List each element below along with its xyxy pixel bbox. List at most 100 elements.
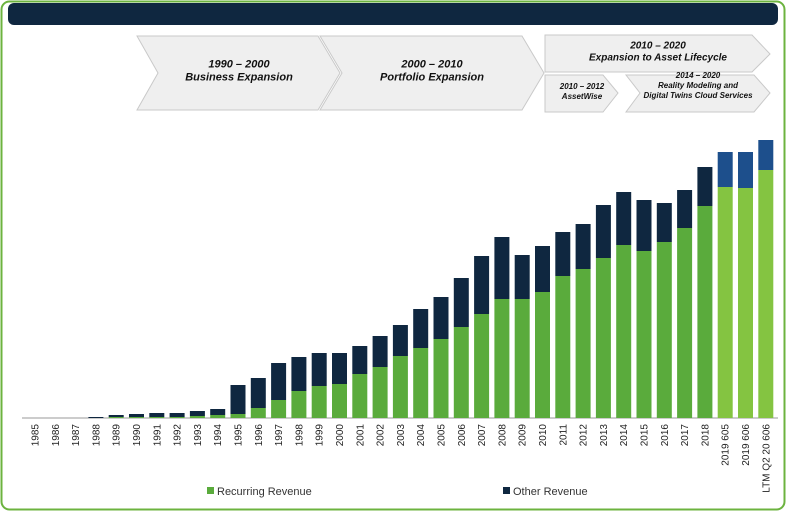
- x-tick-label: 1991: [152, 424, 163, 447]
- x-tick-label: 2004: [416, 424, 427, 447]
- bar-segment: [677, 228, 693, 418]
- bar-segment: [169, 413, 185, 417]
- x-tick-label: 2013: [599, 424, 610, 447]
- legend-swatch: [503, 487, 510, 494]
- bar-segment: [129, 414, 144, 417]
- x-tick-label: 1998: [294, 424, 305, 447]
- chevron: [136, 35, 341, 111]
- bar-segment: [677, 190, 693, 228]
- bar-segment: [392, 356, 408, 418]
- bar-segment: [392, 325, 408, 356]
- x-tick-label: 1989: [112, 424, 123, 447]
- bar-segment: [169, 417, 185, 418]
- bar-segment: [535, 246, 550, 292]
- phase-shapes: [136, 34, 771, 113]
- x-tick-label: 1993: [193, 424, 204, 447]
- bar-segment: [636, 251, 652, 418]
- x-tick-label: 1996: [254, 424, 265, 447]
- header-bar: [8, 3, 778, 25]
- phase-label: Business Expansion: [185, 71, 293, 83]
- x-tick-label: 1995: [234, 424, 245, 447]
- bar-segment: [474, 314, 490, 418]
- x-tick-label: 1992: [173, 424, 184, 447]
- bar-segment: [311, 353, 327, 386]
- bar-segment: [271, 400, 287, 418]
- bar-segment: [575, 269, 591, 418]
- bar-segment: [332, 353, 347, 384]
- bar-segment: [189, 411, 205, 416]
- x-tick-label: 2005: [437, 424, 448, 447]
- bar-segment: [189, 416, 205, 418]
- x-tick-label: 2001: [355, 424, 366, 447]
- phase-label: AssetWise: [561, 92, 603, 101]
- phase-label: 2010 – 2012: [559, 82, 605, 91]
- bar-segment: [758, 170, 774, 418]
- bar-segment: [697, 167, 713, 206]
- bar-segment: [291, 357, 307, 391]
- bar-segment: [230, 385, 246, 414]
- chevron: [544, 74, 619, 113]
- x-tick-label: 1997: [274, 424, 285, 447]
- phase-label: 2014 – 2020: [675, 71, 721, 80]
- bar-segment: [433, 297, 449, 339]
- phase-label: Expansion to Asset Lifecycle: [589, 53, 727, 64]
- phase-label: 2000 – 2010: [400, 58, 463, 70]
- bar-segment: [372, 336, 388, 367]
- bar-segment: [575, 224, 591, 269]
- phase-label: 1990 – 2000: [208, 58, 270, 70]
- x-tick-label: 2000: [335, 424, 346, 447]
- x-tick-label: 2010: [538, 424, 549, 447]
- bar-segment: [656, 203, 672, 242]
- bar-segment: [717, 152, 733, 187]
- x-tick-label: 1985: [31, 424, 42, 447]
- bar-segment: [291, 391, 307, 418]
- phase-label: Portfolio Expansion: [380, 71, 484, 83]
- chevron: [624, 74, 771, 113]
- bar-segment: [149, 417, 165, 418]
- bar-segment: [129, 417, 144, 418]
- bar-segment: [250, 378, 266, 408]
- bar-segment: [494, 299, 510, 418]
- legend-swatch: [207, 487, 214, 494]
- bar-segment: [636, 200, 652, 251]
- bar-segment: [535, 292, 550, 418]
- x-tick-label: 2012: [579, 424, 590, 447]
- bar-segment: [616, 192, 632, 245]
- bar-segment: [372, 367, 388, 418]
- x-tick-label: 2009: [518, 424, 529, 447]
- bar-segment: [595, 205, 611, 258]
- bar-segment: [697, 206, 713, 418]
- bar-segment: [352, 374, 368, 418]
- bar-segment: [332, 384, 347, 418]
- x-tick-label: 2018: [700, 424, 711, 447]
- bar-segment: [717, 187, 733, 418]
- chevron: [544, 34, 771, 73]
- bar-segment: [108, 417, 124, 418]
- x-tick-label: 2014: [619, 424, 630, 447]
- bar-segment: [555, 232, 571, 276]
- x-tick-label: 2007: [477, 424, 488, 447]
- bar-segment: [758, 140, 774, 170]
- x-tick-label: 2016: [660, 424, 671, 447]
- x-tick-label: 2006: [457, 424, 468, 447]
- bar-segment: [149, 413, 165, 417]
- bar-segment: [413, 309, 429, 348]
- bar-segment: [656, 242, 672, 418]
- bar-segment: [271, 363, 287, 400]
- x-tick-label: 1987: [71, 424, 82, 447]
- bar-segment: [311, 386, 327, 418]
- bar-segment: [352, 346, 368, 374]
- bar-segment: [616, 245, 632, 418]
- bar-segment: [230, 414, 246, 418]
- x-tick-label: 2003: [396, 424, 407, 447]
- phase-label: Digital Twins Cloud Services: [643, 91, 753, 100]
- x-tick-label: 2008: [497, 424, 508, 447]
- x-tick-label: 1990: [132, 424, 143, 447]
- bar-segment: [738, 188, 753, 418]
- bar-segment: [514, 255, 530, 299]
- x-tick-label: 2019 606: [741, 424, 752, 466]
- phase-label: 2010 – 2020: [629, 41, 686, 52]
- x-tick-label: 1988: [91, 424, 102, 447]
- x-tick-label: 2019 605: [721, 424, 732, 466]
